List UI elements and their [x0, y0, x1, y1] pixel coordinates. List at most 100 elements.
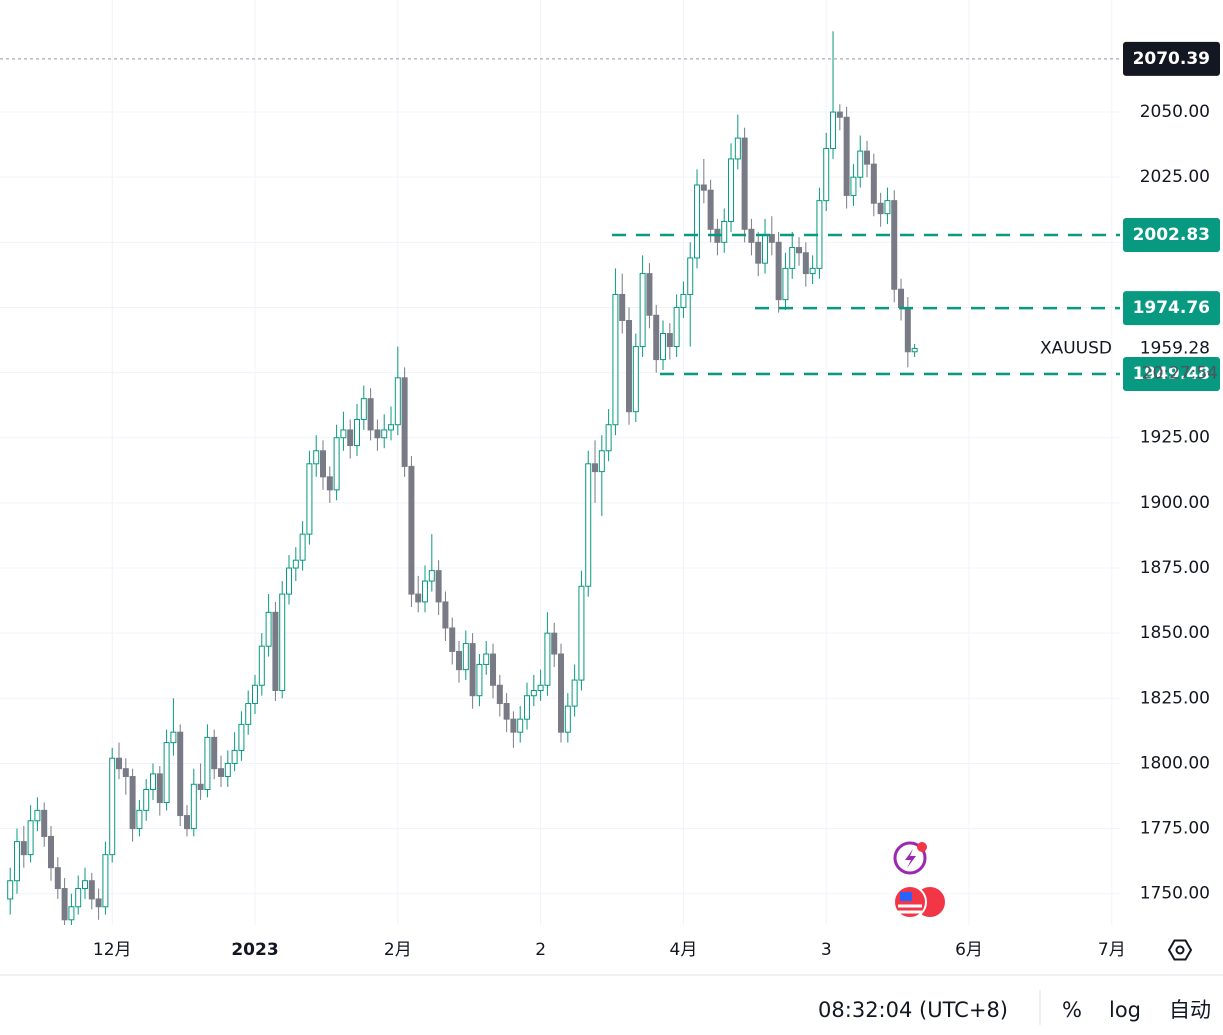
candle-body — [694, 184, 701, 259]
candle-body — [190, 783, 197, 830]
candle-body — [510, 718, 517, 733]
candle-body — [456, 650, 463, 671]
candle-body — [762, 234, 769, 264]
candle-body — [14, 841, 21, 882]
candle-body — [496, 684, 503, 705]
candle-body — [122, 768, 129, 777]
candle-body — [68, 906, 75, 921]
candle-body — [537, 684, 544, 691]
candle-body — [864, 150, 871, 165]
candle-body — [116, 757, 123, 770]
candle-body — [143, 789, 150, 811]
candle-body — [48, 835, 55, 869]
candle-body — [660, 333, 667, 361]
event-icon[interactable] — [893, 841, 927, 875]
price-label-bg — [1123, 217, 1220, 252]
candle-body — [306, 463, 313, 535]
candle-body — [734, 137, 741, 160]
candle-body — [333, 437, 340, 491]
candle-body — [823, 148, 830, 202]
candle-body — [802, 252, 809, 275]
candle-body — [7, 880, 14, 900]
y-tick-label: 1800.00 — [1140, 753, 1210, 773]
candle-body — [632, 346, 639, 413]
x-tick-label: 7月 — [1098, 940, 1126, 960]
candle-body — [462, 643, 469, 671]
candle-body — [503, 703, 510, 720]
economic-event-icon[interactable] — [893, 885, 947, 919]
candle-body — [605, 424, 612, 452]
candle-body — [231, 749, 238, 764]
candle-body — [524, 695, 531, 720]
candle-body — [639, 273, 646, 348]
y-tick-label: 1925.00 — [1140, 428, 1210, 448]
candle-body — [347, 429, 354, 447]
candle-body — [292, 559, 299, 569]
candle-body — [204, 736, 211, 791]
candle-body — [61, 888, 68, 921]
candle-body — [27, 820, 34, 856]
candle-body — [211, 736, 218, 770]
candle-body — [401, 377, 408, 467]
candle-body — [789, 247, 796, 269]
candle-body — [877, 202, 884, 215]
candle-body — [571, 679, 578, 707]
candle-body — [286, 567, 293, 595]
candle-body — [313, 450, 320, 465]
x-tick-label: 4月 — [670, 940, 698, 960]
candle-body — [870, 163, 877, 204]
candle-body — [666, 333, 673, 348]
candle-body — [360, 398, 367, 421]
candle-body — [585, 463, 592, 587]
candle-body — [279, 593, 286, 691]
candle-body — [551, 632, 558, 655]
candle-body — [408, 465, 415, 595]
candle-body — [156, 773, 163, 804]
candle-body — [741, 137, 748, 230]
price-lines — [0, 58, 1120, 376]
candle-body — [530, 689, 537, 697]
candle-body — [238, 723, 245, 751]
candle-body — [150, 773, 157, 791]
settings-icon[interactable] — [1167, 939, 1193, 961]
candle-body — [109, 757, 116, 856]
candle-body — [415, 593, 422, 603]
candle-body — [673, 306, 680, 348]
candle-body — [578, 585, 585, 681]
candle-body — [680, 293, 687, 308]
candle-body — [755, 241, 762, 264]
candle-body — [252, 684, 259, 705]
x-tick-label: 12月 — [93, 940, 132, 960]
candle-body — [558, 653, 565, 733]
candle-body — [177, 731, 184, 817]
candle-body — [796, 247, 803, 254]
candle-body — [102, 854, 109, 908]
candle-body — [646, 273, 653, 316]
auto-button[interactable]: 自动 — [1169, 998, 1211, 1022]
candle-body — [653, 314, 660, 361]
candle-body — [442, 601, 449, 629]
x-tick-label: 2月 — [384, 940, 412, 960]
clock: 08:32:04 (UTC+8) — [818, 998, 1008, 1022]
candle-body — [170, 731, 177, 744]
countdown: 20:27:54 — [1142, 363, 1218, 383]
candle-body — [850, 176, 857, 196]
candles — [7, 31, 918, 925]
candle-body — [490, 653, 497, 686]
y-tick-label: 1875.00 — [1140, 558, 1210, 578]
percent-button[interactable]: % — [1062, 998, 1082, 1022]
candle-body — [836, 111, 843, 118]
candle-body — [218, 768, 225, 777]
candle-body — [469, 643, 476, 697]
candle-body — [904, 306, 911, 353]
candle-body — [184, 815, 191, 830]
candle-body — [136, 809, 143, 830]
y-tick-label: 1750.00 — [1140, 884, 1210, 904]
candle-body — [129, 775, 136, 830]
y-tick-label: 1825.00 — [1140, 688, 1210, 708]
candle-body — [898, 288, 905, 308]
candle-body — [326, 476, 333, 491]
candle-body — [449, 627, 456, 652]
price-label-bg — [1123, 41, 1220, 76]
log-button[interactable]: log — [1109, 998, 1141, 1022]
